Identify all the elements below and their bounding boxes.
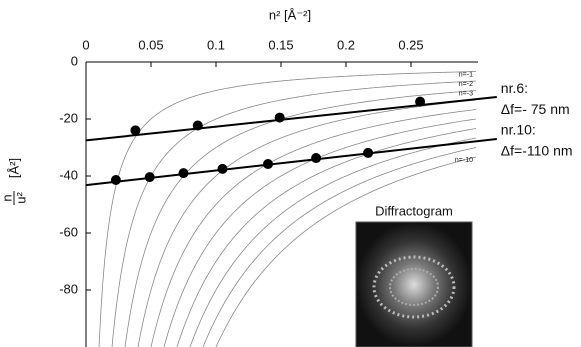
marker xyxy=(145,172,155,182)
inset-title: Diffractogram xyxy=(375,203,453,218)
y-label-numerator: n xyxy=(0,194,14,201)
marker xyxy=(263,159,273,169)
curve-label: n=-3 xyxy=(459,90,473,97)
y-tick-label: 0 xyxy=(71,53,78,68)
inset: Diffractogram xyxy=(356,203,472,347)
x-tick-label: 0.15 xyxy=(268,37,293,52)
y-axis-title: n u² [Å²] xyxy=(0,158,28,205)
curve-label: n=-10 xyxy=(455,157,473,164)
marker xyxy=(218,164,228,174)
marker xyxy=(130,125,140,135)
y-tick-label: -40 xyxy=(59,167,78,182)
x-tick-label: 0.25 xyxy=(398,37,423,52)
line-note: Δf=-110 nm xyxy=(501,143,573,159)
line-name: nr.10: xyxy=(501,122,536,138)
chart: n² [Å⁻²] n u² [Å²] 0 0.05 0.1 0.15 0.2 0.25 0 -… xyxy=(0,0,581,347)
marker xyxy=(275,113,285,123)
line-name: nr.6: xyxy=(501,80,528,96)
y-tick-label: -80 xyxy=(59,281,78,296)
y-tick-label: -60 xyxy=(59,224,78,239)
y-tick-label: -20 xyxy=(59,110,78,125)
x-tick-label: 0.1 xyxy=(207,37,225,52)
line-note: Δf=- 75 nm xyxy=(501,101,570,117)
diffractogram-image xyxy=(356,222,472,347)
curve-label: n=-2 xyxy=(459,81,473,88)
curve-label: n=-1 xyxy=(459,71,473,78)
x-axis-title: n² [Å⁻²] xyxy=(269,7,311,22)
marker xyxy=(415,97,425,107)
marker xyxy=(111,175,121,185)
y-label-unit: [Å²] xyxy=(6,158,21,178)
x-tick-label: 0.2 xyxy=(337,37,355,52)
x-tick-label: 0.05 xyxy=(138,37,163,52)
y-label-denominator: u² xyxy=(13,192,28,204)
marker xyxy=(193,121,203,131)
marker xyxy=(179,168,189,178)
x-tick-label: 0 xyxy=(82,37,89,52)
marker xyxy=(363,148,373,158)
marker xyxy=(311,153,321,163)
